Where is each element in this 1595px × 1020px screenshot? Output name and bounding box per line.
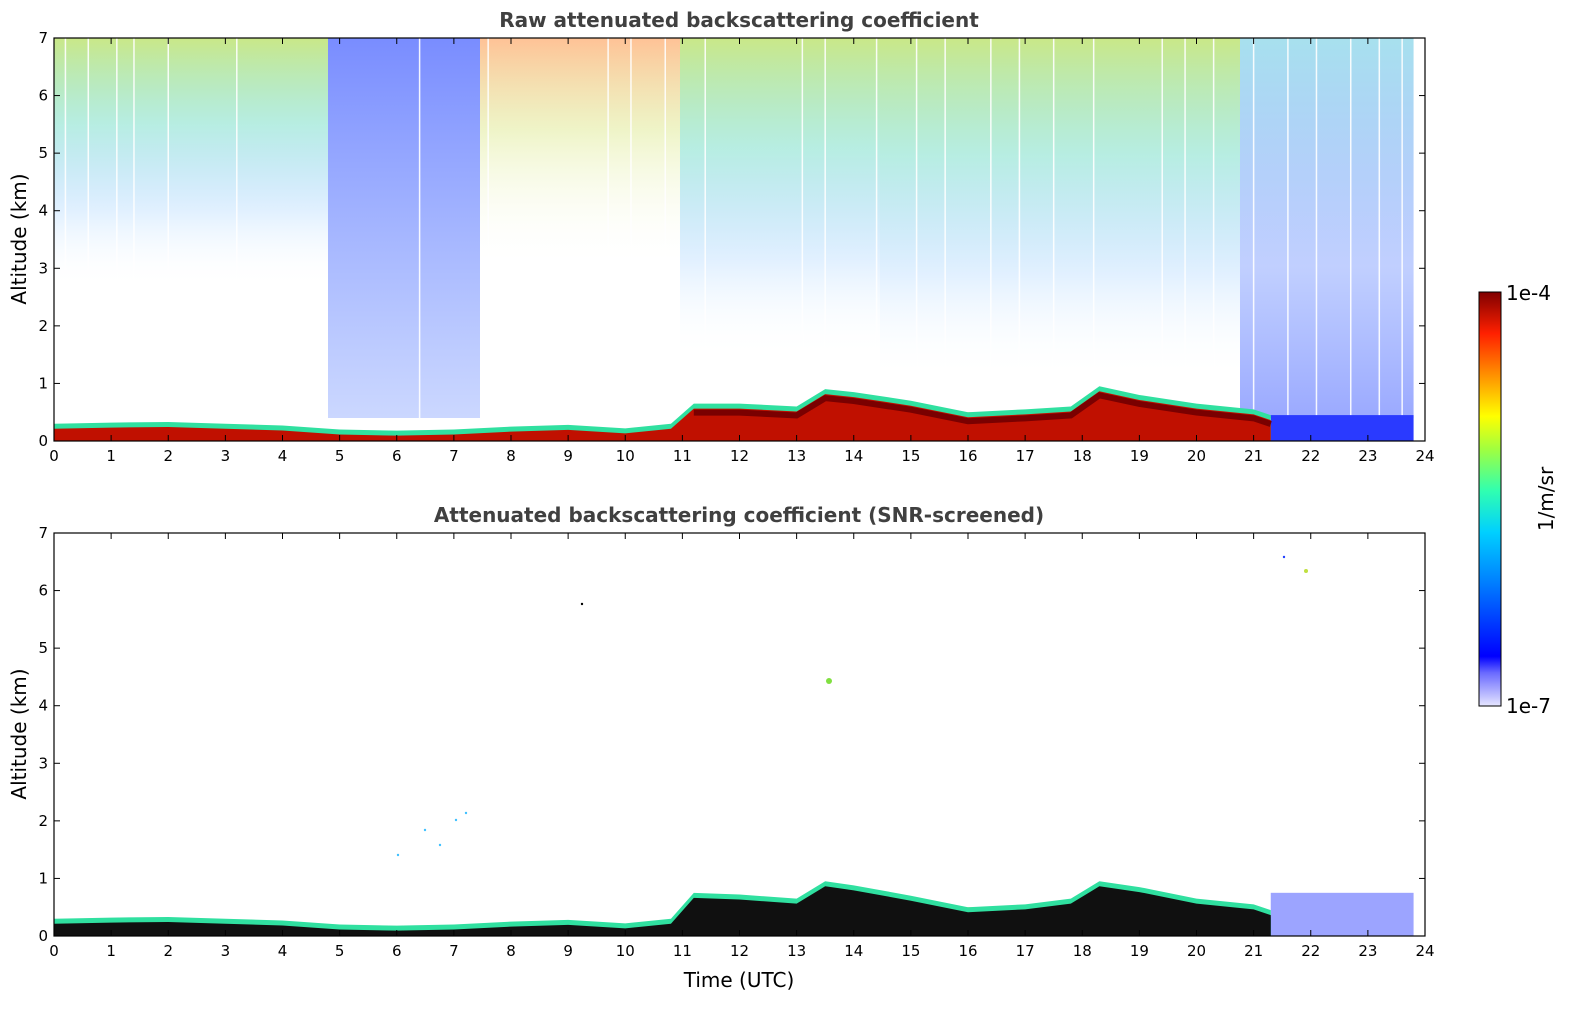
layer-core — [54, 886, 1271, 936]
x-tick-label: 19 — [1130, 447, 1149, 465]
colorbar-min-label: 1e-7 — [1506, 694, 1551, 718]
x-tick-label: 9 — [563, 447, 573, 465]
x-tick-label: 3 — [221, 447, 231, 465]
y-tick-label: 0 — [38, 432, 48, 450]
y-tick-label: 3 — [38, 754, 48, 772]
x-tick-label: 9 — [563, 942, 573, 960]
panel-screened-x-label: Time (UTC) — [683, 968, 795, 992]
x-tick-label: 6 — [392, 447, 402, 465]
x-tick-label: 5 — [335, 447, 345, 465]
x-tick-label: 15 — [901, 942, 920, 960]
y-tick-label: 2 — [38, 317, 48, 335]
x-tick-label: 16 — [958, 447, 977, 465]
x-tick-label: 2 — [163, 447, 173, 465]
y-tick-label: 5 — [38, 144, 48, 162]
x-tick-label: 13 — [787, 942, 806, 960]
y-tick-label: 7 — [38, 29, 48, 47]
y-tick-label: 5 — [38, 639, 48, 657]
x-tick-label: 10 — [616, 942, 635, 960]
x-tick-label: 4 — [278, 942, 288, 960]
x-tick-label: 10 — [616, 447, 635, 465]
x-tick-label: 14 — [844, 447, 863, 465]
panel-screened-y-label: Altitude (km) — [7, 668, 31, 799]
x-tick-label: 24 — [1415, 942, 1434, 960]
late-blue-region — [1270, 415, 1414, 441]
y-tick-label: 1 — [38, 869, 48, 887]
x-tick-label: 24 — [1415, 447, 1434, 465]
x-tick-label: 22 — [1301, 942, 1320, 960]
x-tick-label: 11 — [673, 447, 692, 465]
x-tick-label: 12 — [730, 447, 749, 465]
x-tick-label: 7 — [449, 447, 459, 465]
y-tick-label: 6 — [38, 582, 48, 600]
panel-screened-y-ticks: 0 1 2 3 4 5 6 7 — [38, 524, 1425, 945]
x-tick-label: 13 — [787, 447, 806, 465]
x-tick-label: 20 — [1187, 942, 1206, 960]
panel-screened-title: Attenuated backscattering coefficient (S… — [434, 503, 1044, 527]
panel-screened-layer — [54, 881, 1414, 936]
panel-screened: Attenuated backscattering coefficient (S… — [7, 503, 1435, 992]
late-blue-region — [1270, 892, 1414, 936]
panel-screened-x-ticks: 0 1 2 3 4 5 6 7 8 9 10 11 12 13 14 15 16 17 18 19 20 21 22 23 24 — [49, 533, 1435, 960]
panel-raw-streaks — [64, 38, 1425, 441]
panel-raw-layer — [54, 386, 1414, 441]
y-tick-label: 1 — [38, 374, 48, 392]
x-tick-label: 5 — [335, 942, 345, 960]
x-tick-label: 22 — [1301, 447, 1320, 465]
panel-raw-title: Raw attenuated backscattering coefficien… — [499, 8, 979, 32]
x-tick-label: 1 — [106, 942, 116, 960]
x-tick-label: 17 — [1016, 447, 1035, 465]
x-tick-label: 18 — [1073, 942, 1092, 960]
y-tick-label: 4 — [38, 202, 48, 220]
panel-screened-specks — [396, 555, 1308, 857]
colorbar: 1e-4 1e-7 1/m/sr — [1478, 281, 1558, 718]
x-tick-label: 11 — [673, 942, 692, 960]
layer-core — [54, 391, 1271, 441]
x-tick-label: 8 — [506, 942, 516, 960]
no-data-strip — [1413, 38, 1425, 441]
colorbar-max-label: 1e-4 — [1506, 281, 1551, 305]
y-tick-label: 2 — [38, 812, 48, 830]
x-tick-label: 2 — [163, 942, 173, 960]
x-tick-label: 23 — [1358, 942, 1377, 960]
x-tick-label: 18 — [1073, 447, 1092, 465]
y-tick-label: 6 — [38, 87, 48, 105]
colorbar-gradient — [1478, 291, 1502, 707]
x-tick-label: 0 — [49, 447, 59, 465]
x-tick-label: 14 — [844, 942, 863, 960]
panel-screened-heatmap — [54, 533, 1425, 936]
layer-inner — [693, 392, 1272, 427]
x-tick-label: 3 — [221, 942, 231, 960]
panel-raw: Raw attenuated backscattering coefficien… — [7, 8, 1435, 465]
x-tick-label: 6 — [392, 942, 402, 960]
x-tick-label: 8 — [506, 447, 516, 465]
y-tick-label: 3 — [38, 259, 48, 277]
x-tick-label: 7 — [449, 942, 459, 960]
panel-raw-heatmap — [54, 38, 1425, 441]
x-tick-label: 1 — [106, 447, 116, 465]
panel-raw-x-ticks: 0 1 2 3 4 5 6 7 8 9 10 11 12 13 14 15 16 17 18 19 20 21 22 23 24 — [49, 38, 1435, 465]
x-tick-label: 20 — [1187, 447, 1206, 465]
x-tick-label: 15 — [901, 447, 920, 465]
colorbar-unit-label: 1/m/sr — [1534, 466, 1558, 531]
panel-raw-y-ticks: 0 1 2 3 4 5 6 7 — [38, 29, 1425, 450]
x-tick-label: 0 — [49, 942, 59, 960]
x-tick-label: 21 — [1244, 942, 1263, 960]
x-tick-label: 23 — [1358, 447, 1377, 465]
y-tick-label: 7 — [38, 524, 48, 542]
x-tick-label: 4 — [278, 447, 288, 465]
x-tick-label: 21 — [1244, 447, 1263, 465]
y-tick-label: 0 — [38, 927, 48, 945]
x-tick-label: 16 — [958, 942, 977, 960]
x-tick-label: 19 — [1130, 942, 1149, 960]
y-tick-label: 4 — [38, 697, 48, 715]
x-tick-label: 12 — [730, 942, 749, 960]
panel-raw-y-label: Altitude (km) — [7, 173, 31, 304]
x-tick-label: 17 — [1016, 942, 1035, 960]
